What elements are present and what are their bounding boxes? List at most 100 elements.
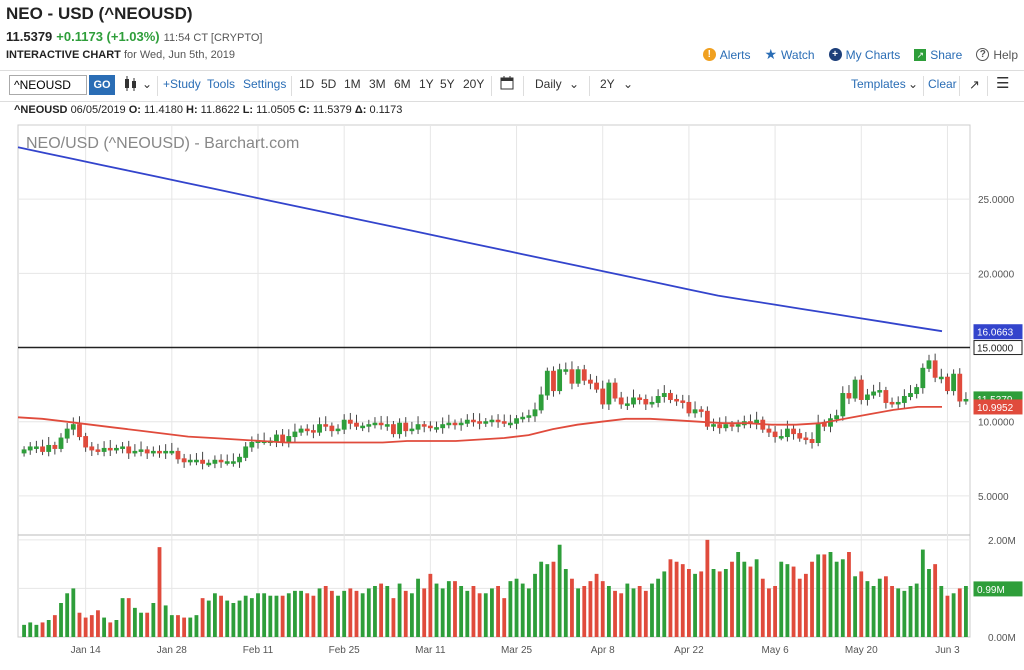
candle-body <box>606 382 612 405</box>
volume-bar <box>902 590 907 637</box>
symbol-input[interactable] <box>9 75 87 95</box>
candle-body <box>415 424 421 430</box>
volume-tick-label: 2.00M <box>988 536 1016 547</box>
volume-bar <box>914 583 919 637</box>
candle-body <box>175 450 181 460</box>
tools-button[interactable]: Tools <box>207 77 236 91</box>
candle-body <box>421 424 427 427</box>
ohlc-high-label: H: <box>186 104 198 116</box>
volume-bar <box>680 564 685 637</box>
candle-body <box>551 370 556 392</box>
chevron-down-icon[interactable]: ⌄ <box>908 77 919 91</box>
price-tag-bg <box>973 391 1023 407</box>
volume-bar <box>847 552 851 637</box>
price-tag: 0.99M <box>977 585 1005 596</box>
settings-button[interactable]: Settings <box>243 77 287 91</box>
volume-bar <box>409 593 414 637</box>
time-tick-label: Apr 22 <box>674 645 704 656</box>
candle-body <box>674 398 680 402</box>
alert-icon: ! <box>702 48 716 61</box>
price-tick-label: 5.0000 <box>978 492 1009 503</box>
my-charts-link[interactable]: + My Charts <box>828 48 900 62</box>
share-link[interactable]: ↗ Share <box>914 48 962 62</box>
candle-body <box>126 446 132 454</box>
candle-body <box>544 370 550 396</box>
chevron-down-icon[interactable]: ⌄ <box>569 77 580 91</box>
volume-bar <box>828 552 833 637</box>
candle-body <box>427 425 433 429</box>
volume-bar <box>403 590 408 637</box>
period-select[interactable]: 2Y <box>600 77 615 91</box>
menu-icon[interactable]: ☰ <box>996 75 1010 92</box>
interval-select[interactable]: Daily <box>535 77 562 91</box>
candlestick-type-icon[interactable] <box>122 75 144 96</box>
ohlc-delta-label: Δ: <box>354 104 367 116</box>
candle-body <box>766 428 772 433</box>
volume-bar <box>71 588 76 637</box>
range-5y[interactable]: 5Y <box>440 77 455 91</box>
range-20y[interactable]: 20Y <box>463 77 485 91</box>
candle-body <box>354 422 359 427</box>
volume-bar <box>391 598 396 637</box>
volume-bar <box>557 544 562 637</box>
divider <box>291 76 292 96</box>
clear-button[interactable]: Clear <box>928 77 957 91</box>
volume-bar <box>637 586 642 637</box>
templates-button[interactable]: Templates <box>851 77 906 91</box>
volume-bar <box>40 622 45 637</box>
volume-bar <box>871 586 876 637</box>
candle-body <box>631 397 636 405</box>
plus-circle-icon: + <box>828 48 842 61</box>
range-1y[interactable]: 1Y <box>419 77 434 91</box>
candle-body <box>575 369 581 384</box>
volume-bar <box>157 547 162 637</box>
candle-body <box>569 369 575 384</box>
candle-body <box>865 394 870 400</box>
volume-bar <box>490 588 494 637</box>
ohlc-open: 11.4180 <box>143 104 183 116</box>
candle-body <box>871 391 876 396</box>
range-5d[interactable]: 5D <box>321 77 337 91</box>
candle-body <box>784 428 790 438</box>
volume-bar <box>194 615 199 637</box>
range-1m[interactable]: 1M <box>344 77 361 91</box>
candle-body <box>163 450 169 454</box>
study-button[interactable]: +Study <box>163 77 201 91</box>
watch-link[interactable]: ★ Watch <box>764 46 814 63</box>
candle-body <box>538 394 544 411</box>
range-3m[interactable]: 3M <box>369 77 386 91</box>
volume-bar <box>188 617 193 637</box>
help-link[interactable]: ? Help <box>976 48 1018 62</box>
chart-subtitle: INTERACTIVE CHART for Wed, Jun 5th, 2019 <box>6 49 235 61</box>
calendar-icon[interactable] <box>500 75 514 94</box>
chevron-down-icon[interactable]: ⌄ <box>142 77 153 91</box>
candle-body <box>446 422 452 426</box>
candle-body <box>809 439 815 443</box>
chevron-down-icon[interactable]: ⌄ <box>623 77 634 91</box>
volume-bar <box>785 564 790 637</box>
candle-body <box>514 418 519 424</box>
volume-bar <box>877 578 882 637</box>
chart-grid <box>17 124 971 638</box>
ohlc-delta: 0.1173 <box>369 104 403 116</box>
candle-body <box>618 397 624 405</box>
go-button[interactable]: GO <box>89 75 115 95</box>
range-1d[interactable]: 1D <box>299 77 315 91</box>
watch-label: Watch <box>781 47 815 62</box>
candle-body <box>828 418 833 427</box>
time-tick-label: May 20 <box>845 645 878 656</box>
volume-bar <box>711 569 716 637</box>
volume-bar <box>730 561 734 637</box>
candle-body <box>803 437 809 441</box>
volume-bar <box>803 573 808 637</box>
ohlc-close-label: C: <box>298 104 310 116</box>
volume-bar <box>631 588 636 637</box>
alerts-link[interactable]: ! Alerts <box>702 48 750 62</box>
volume-bar <box>83 617 88 637</box>
candle-body <box>206 462 212 466</box>
candle-body <box>858 379 864 400</box>
range-6m[interactable]: 6M <box>394 77 411 91</box>
expand-icon[interactable]: ↗ <box>969 77 980 92</box>
volume-bar <box>385 586 390 637</box>
volume-bar <box>28 622 33 637</box>
